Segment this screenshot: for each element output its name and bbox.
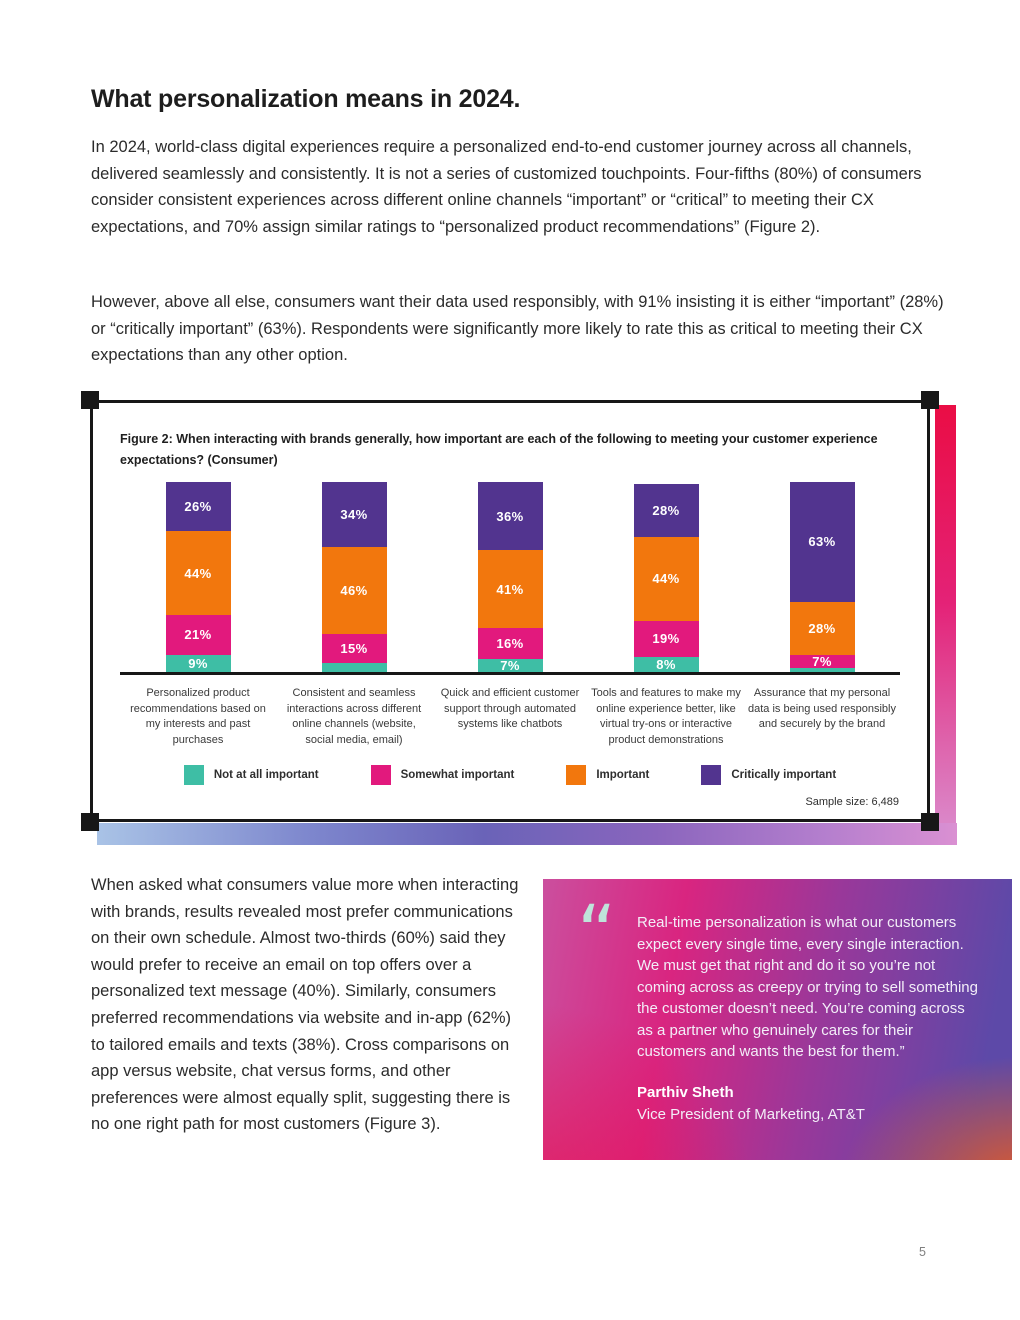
chart-column: 15% 46% 34% (276, 482, 432, 672)
category-label: Tools and features to make my online exp… (591, 687, 741, 746)
bar-segment-somewhat-important: 7% (789, 654, 855, 670)
frame-handle-bottom-left (81, 813, 99, 831)
legend-swatch-icon (566, 765, 587, 785)
segment-value-label: 7% (500, 657, 520, 673)
stacked-bar: 9% 21% 44% 26% (165, 482, 231, 672)
legend-item: Important (566, 765, 649, 785)
bar-segment-not-at-all-important: 9% (165, 654, 231, 672)
segment-value-label: 9% (188, 655, 208, 671)
segment-value-label: 7% (812, 654, 832, 670)
quote-author-name: Parthiv Sheth (637, 1084, 734, 1101)
segment-value-label: 21% (184, 627, 212, 643)
segment-value-label: 16% (496, 636, 524, 651)
legend-label: Important (596, 769, 650, 781)
bar-segment-somewhat-important: 15% (321, 634, 387, 663)
stacked-bar: 15% 46% 34% (321, 482, 387, 672)
figure-bottom-gradient-bar (97, 823, 957, 845)
figure-right-gradient-bar (935, 405, 956, 845)
quote-card: “ Real-time personalization is what our … (543, 879, 1012, 1160)
bar-segment-critically-important: 63% (789, 482, 855, 602)
quote-text: Real-time personalization is what our cu… (637, 914, 978, 1060)
category-label: Assurance that my personal data is being… (748, 687, 896, 730)
legend-label: Critically important (731, 769, 837, 781)
paragraph-preferences: When asked what consumers value more whe… (91, 876, 519, 1134)
chart-column: 7% 16% 41% 36% (432, 482, 588, 673)
segment-value-label: 26% (184, 499, 212, 515)
segment-value-label: 15% (340, 640, 368, 656)
segment-value-label: 28% (808, 620, 836, 636)
bar-segment-critically-important: 36% (477, 482, 543, 551)
frame-handle-top-left (81, 391, 99, 409)
category-label: Personalized product recommendations bas… (130, 687, 266, 746)
bar-segment-critically-important: 26% (165, 482, 231, 532)
stacked-bar: 8% 19% 44% 28% (633, 482, 699, 672)
chart-column: 7% 28% 63% (744, 482, 900, 672)
bar-segment-somewhat-important: 21% (165, 615, 231, 655)
paragraph-data-responsibility: However, above all else, consumers want … (91, 293, 944, 365)
legend-swatch-icon (370, 765, 391, 785)
figure2-chart: 9% 21% 44% 26% 15% 46% 34% 7% 16% 41% 36% 8% 19% 44% 2… (120, 482, 900, 673)
chart-legend: Not at all important Somewhat important Im… (120, 765, 900, 785)
bar-segment-critically-important: 28% (633, 483, 699, 538)
segment-value-label: 41% (496, 581, 524, 597)
quotation-mark-icon: “ (577, 888, 617, 977)
segment-value-label: 34% (340, 506, 368, 522)
bar-segment-critically-important: 34% (321, 482, 387, 547)
legend-item: Not at all important (183, 765, 319, 785)
frame-handle-top-right (921, 391, 939, 409)
segment-value-label: 28% (652, 503, 680, 519)
figure2-frame: Figure 2: When interacting with brands g… (90, 400, 930, 822)
paragraph-intro: In 2024, world-class digital experiences… (91, 138, 922, 236)
segment-value-label: 36% (496, 508, 524, 524)
legend-item: Somewhat important (370, 765, 515, 785)
bar-segment-somewhat-important: 16% (477, 628, 543, 659)
bar-segment-not-at-all-important (321, 662, 387, 672)
legend-label: Not at all important (213, 769, 319, 781)
category-row: Personalized product recommendations bas… (120, 686, 900, 748)
segment-value-label: 44% (184, 565, 212, 581)
legend-swatch-icon (701, 765, 722, 785)
bar-segment-important: 46% (321, 546, 387, 634)
category-label: Quick and efficient customer support thr… (440, 687, 580, 730)
page-title: What personalization means in 2024. (91, 85, 521, 113)
segment-value-label: 63% (808, 534, 836, 550)
bar-segment-important: 28% (789, 601, 855, 655)
legend-label: Somewhat important (400, 769, 515, 781)
sample-size-label: Sample size: 6,489 (805, 796, 899, 808)
bar-segment-not-at-all-important: 7% (477, 657, 543, 673)
category-label: Consistent and seamless interactions acr… (286, 687, 422, 746)
bar-segment-not-at-all-important: 8% (633, 656, 699, 672)
segment-value-label: 19% (652, 631, 680, 647)
stacked-bar: 7% 16% 41% 36% (477, 482, 543, 673)
quote-author-title: Vice President of Marketing, AT&T (637, 1106, 865, 1123)
segment-value-label: 8% (656, 656, 676, 672)
figure2-title: Figure 2: When interacting with brands g… (120, 432, 878, 467)
stacked-bar: 7% 28% 63% (789, 482, 855, 672)
frame-handle-bottom-right (921, 813, 939, 831)
bar-segment-important: 44% (165, 531, 231, 616)
chart-column: 9% 21% 44% 26% (120, 482, 276, 672)
bar-segment-important: 41% (477, 550, 543, 629)
legend-item: Critically important (701, 765, 836, 785)
page-number: 5 (919, 1245, 926, 1259)
x-axis-line (120, 672, 900, 675)
bar-segment-not-at-all-important (789, 668, 855, 672)
chart-column: 8% 19% 44% 28% (588, 482, 744, 672)
legend-swatch-icon (183, 765, 204, 785)
segment-value-label: 46% (340, 582, 368, 598)
segment-value-label: 44% (652, 571, 680, 587)
bar-segment-important: 44% (633, 537, 699, 621)
bar-segment-somewhat-important: 19% (633, 620, 699, 657)
quote-attribution: Parthiv Sheth Vice President of Marketin… (637, 1082, 865, 1126)
